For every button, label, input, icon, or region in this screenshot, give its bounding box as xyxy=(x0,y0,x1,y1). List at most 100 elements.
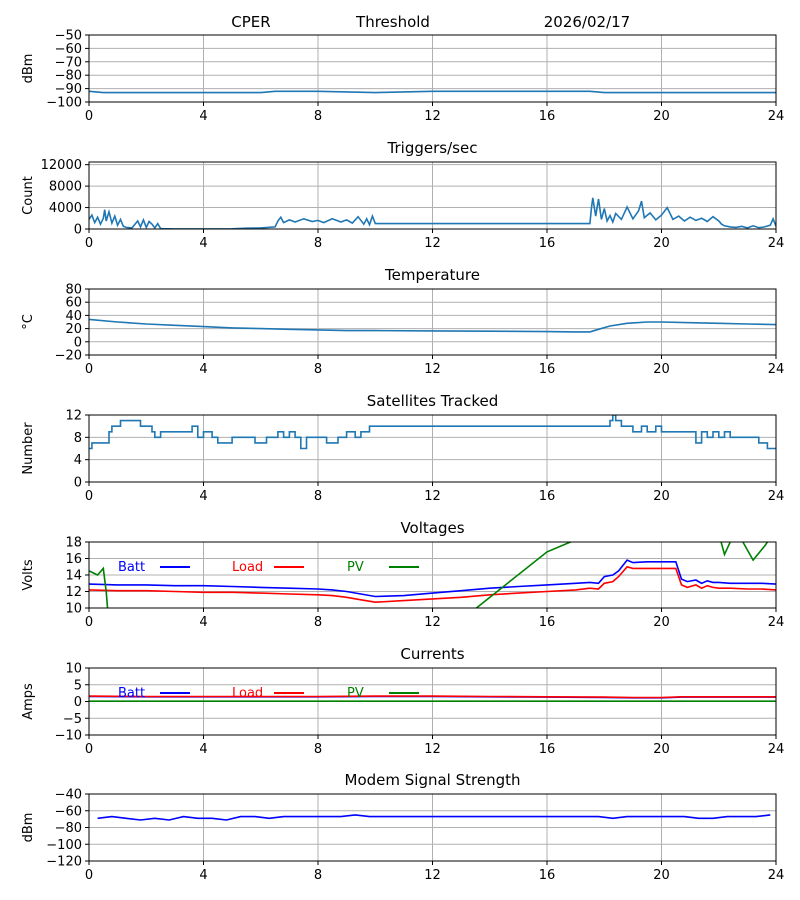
y-tick-label: −80 xyxy=(55,69,82,84)
x-tick-label: 8 xyxy=(314,742,322,757)
y-tick-label: 18 xyxy=(65,536,82,551)
x-tick-label: 16 xyxy=(539,742,556,757)
panel-satellites: 0 4 8 12 16 20 24 0 4 8 12 Number Satellites Tracked xyxy=(21,392,784,504)
x-tick-label: 4 xyxy=(199,742,207,757)
y-tick-label: 0 xyxy=(74,223,82,238)
x-tick-label: 20 xyxy=(653,868,670,883)
y-axis-label: Count xyxy=(21,176,36,215)
y-axis-label: °C xyxy=(21,314,36,330)
y-tick-label: 0 xyxy=(74,695,82,710)
y-tick-label: 4 xyxy=(74,453,82,468)
panel-modem: 0 4 8 12 16 20 24 −120 −100 −80 −60−40 dBm Modem Sig… xyxy=(21,771,784,883)
series-threshold-line xyxy=(89,90,776,94)
y-tick-label: −100 xyxy=(46,96,82,111)
y-tick-label: −40 xyxy=(55,788,82,803)
x-tick-label: 12 xyxy=(424,109,441,124)
x-tick-label: 8 xyxy=(314,236,322,251)
x-tick-label: 12 xyxy=(424,868,441,883)
series-load-line xyxy=(89,695,776,699)
x-tick-label: 24 xyxy=(768,236,785,251)
y-axis-label: Number xyxy=(21,422,36,475)
x-tick-label: 16 xyxy=(539,362,556,377)
x-tick-label: 4 xyxy=(199,615,207,630)
y-tick-label: −90 xyxy=(55,82,82,97)
y-tick-label: −100 xyxy=(46,838,82,853)
y-tick-label: 10 xyxy=(65,602,82,617)
legend-label-pv: PV xyxy=(347,560,364,575)
y-tick-label: −120 xyxy=(46,855,82,870)
panel-title: Triggers/sec xyxy=(387,139,478,157)
x-tick-label: 16 xyxy=(539,109,556,124)
x-tick-label: 4 xyxy=(199,489,207,504)
x-tick-label: 20 xyxy=(653,236,670,251)
x-tick-label: 8 xyxy=(314,615,322,630)
x-tick-label: 24 xyxy=(768,868,785,883)
x-tick-label: 12 xyxy=(424,236,441,251)
x-tick-label: 8 xyxy=(314,362,322,377)
x-tick-label: 16 xyxy=(539,615,556,630)
y-tick-label: 10 xyxy=(65,662,82,677)
series-batt-line xyxy=(89,559,776,598)
legend-label-load: Load xyxy=(232,560,263,575)
y-tick-label: 12000 xyxy=(41,158,82,173)
x-tick-label: 4 xyxy=(199,362,207,377)
x-tick-label: 12 xyxy=(424,742,441,757)
y-axis-label: dBm xyxy=(21,813,36,843)
x-tick-label: 0 xyxy=(85,362,93,377)
y-tick-label: −70 xyxy=(55,55,82,70)
x-tick-label: 0 xyxy=(85,742,93,757)
series-triggers-line xyxy=(89,197,776,229)
y-tick-label: 12 xyxy=(65,585,82,600)
y-tick-label: 0 xyxy=(74,335,82,350)
y-tick-label: −10 xyxy=(55,729,82,744)
legend-label-pv: PV xyxy=(347,686,364,701)
x-tick-label: 0 xyxy=(85,868,93,883)
header-site: CPER xyxy=(231,13,270,31)
y-tick-label: −60 xyxy=(55,42,82,57)
y-tick-label: −20 xyxy=(55,349,82,364)
y-tick-label: −50 xyxy=(55,29,82,44)
panel-title: Voltages xyxy=(400,519,464,537)
series-temperature-line xyxy=(89,318,776,333)
series-load-line xyxy=(89,565,776,604)
x-tick-label: 12 xyxy=(424,615,441,630)
x-tick-label: 20 xyxy=(653,615,670,630)
x-tick-label: 8 xyxy=(314,868,322,883)
header-date: 2026/02/17 xyxy=(544,13,630,31)
y-axis-label: dBm xyxy=(21,54,36,84)
x-tick-label: 24 xyxy=(768,362,785,377)
x-tick-label: 24 xyxy=(768,742,785,757)
x-tick-label: 4 xyxy=(199,109,207,124)
x-tick-label: 20 xyxy=(653,362,670,377)
x-tick-label: 24 xyxy=(768,615,785,630)
y-tick-label: 8000 xyxy=(49,180,82,195)
y-tick-label: 4000 xyxy=(49,201,82,216)
panel-title: Modem Signal Strength xyxy=(345,771,521,789)
panel-title: Satellites Tracked xyxy=(367,392,498,410)
x-tick-label: 0 xyxy=(85,615,93,630)
x-tick-label: 4 xyxy=(199,236,207,251)
y-tick-label: −60 xyxy=(55,804,82,819)
series-modem-line xyxy=(97,814,771,821)
x-tick-label: 12 xyxy=(424,489,441,504)
y-tick-label: 8 xyxy=(74,431,82,446)
y-tick-label: 14 xyxy=(65,569,82,584)
x-tick-label: 8 xyxy=(314,489,322,504)
legend-label-batt: Batt xyxy=(118,560,145,575)
series-pv-line xyxy=(89,542,769,608)
y-tick-label: 5 xyxy=(74,678,82,693)
x-tick-label: 16 xyxy=(539,489,556,504)
x-tick-label: 20 xyxy=(653,742,670,757)
y-tick-label: 60 xyxy=(65,296,82,311)
x-tick-label: 0 xyxy=(85,109,93,124)
y-axis-label: Amps xyxy=(21,683,36,720)
legend-label-load: Load xyxy=(232,686,263,701)
panel-triggers: 0 4 8 12 16 20 24 0 4000 8000 12000 Count Triggers/s… xyxy=(21,139,784,251)
x-tick-label: 24 xyxy=(768,489,785,504)
x-tick-label: 4 xyxy=(199,868,207,883)
x-tick-label: 16 xyxy=(539,868,556,883)
panel-title: Currents xyxy=(400,645,464,663)
x-tick-label: 0 xyxy=(85,489,93,504)
